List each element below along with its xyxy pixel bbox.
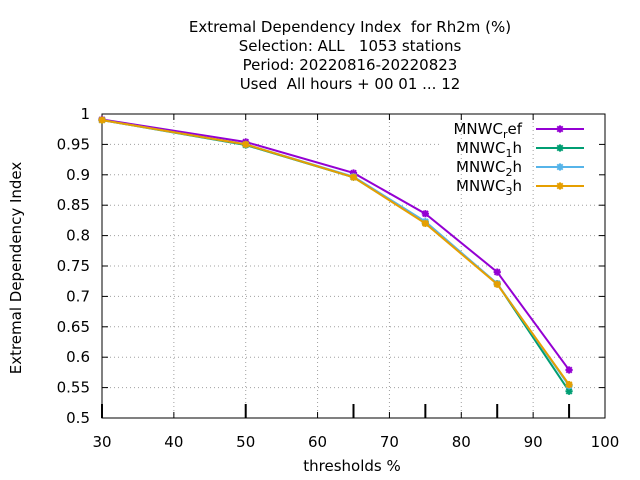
x-tick-label: 60 xyxy=(308,433,327,451)
legend-label: MNWC2h xyxy=(456,158,522,179)
y-tick-label: 0.75 xyxy=(57,257,90,275)
y-tick-label: 0.7 xyxy=(66,287,90,305)
y-tick-label: 1 xyxy=(80,105,90,123)
y-tick-label: 0.65 xyxy=(57,318,90,336)
legend-label: MNWC1h xyxy=(456,139,522,160)
x-tick-label: 70 xyxy=(380,433,399,451)
data-point xyxy=(421,220,429,227)
x-tick-label: 50 xyxy=(236,433,255,451)
data-point xyxy=(98,116,106,124)
chart-title-line-3: Period: 20220816-20220823 xyxy=(242,56,458,74)
series-line xyxy=(101,118,570,371)
x-tick-label: 100 xyxy=(591,433,620,451)
plot-border xyxy=(101,113,606,419)
data-point xyxy=(493,268,501,276)
y-tick-label: 0.5 xyxy=(66,409,90,427)
y-tick-label: 0.55 xyxy=(57,379,90,397)
x-tick-label: 90 xyxy=(524,433,543,451)
legend-marker xyxy=(556,125,564,133)
data-point xyxy=(421,210,429,218)
legend-marker xyxy=(556,182,564,190)
y-tick-label: 0.8 xyxy=(66,227,90,245)
legend-marker xyxy=(556,163,564,171)
y-tick-label: 0.95 xyxy=(57,135,90,153)
chart-title-line-2: Selection: ALL 1053 stations xyxy=(238,37,462,55)
y-tick-label: 0.6 xyxy=(66,348,90,366)
y-axis-label: Extremal Dependency Index xyxy=(7,161,25,375)
data-point xyxy=(242,140,250,148)
data-point xyxy=(493,280,501,288)
series-line xyxy=(101,119,570,386)
x-tick-label: 80 xyxy=(452,433,471,451)
legend-label: MNWC3h xyxy=(456,177,522,198)
x-tick-label: 40 xyxy=(164,433,183,451)
data-point xyxy=(565,387,573,395)
chart-title-line-1: Extremal Dependency Index for Rh2m (%) xyxy=(188,18,512,36)
y-tick-label: 0.9 xyxy=(66,166,90,184)
data-point xyxy=(565,381,573,388)
x-tick-label: 30 xyxy=(92,433,111,451)
legend-label: MNWCref xyxy=(453,120,522,141)
data-point xyxy=(565,366,573,374)
y-tick-label: 0.85 xyxy=(57,196,90,214)
series-MNWC_3h xyxy=(98,116,573,389)
chart-title-line-4: Used All hours + 00 01 ... 12 xyxy=(239,75,461,93)
legend-marker xyxy=(556,144,564,152)
data-point xyxy=(350,173,357,181)
x-axis-label: thresholds % xyxy=(303,457,401,475)
